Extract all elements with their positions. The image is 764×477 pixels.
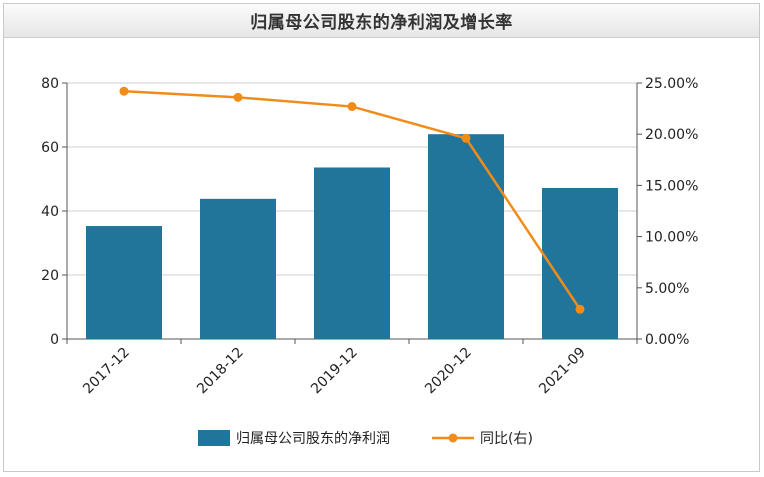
left-axis-tick-label: 0 [50, 332, 59, 348]
chart-title: 归属母公司股东的净利润及增长率 [250, 13, 513, 33]
bar [542, 187, 618, 339]
right-axis-tick-label: 10.00% [645, 230, 698, 246]
left-axis-tick-label: 40 [41, 204, 59, 220]
growth-point [233, 92, 243, 102]
legend-swatch-marker [448, 433, 458, 443]
growth-point [119, 86, 129, 96]
bar [200, 198, 276, 339]
right-axis-tick-label: 5.00% [645, 281, 689, 297]
left-axis-tick-label: 60 [41, 140, 59, 156]
left-axis-tick-label: 20 [41, 268, 59, 284]
bar [428, 134, 504, 339]
growth-point [461, 133, 471, 143]
right-axis-tick-label: 20.00% [645, 127, 698, 143]
x-axis-tick-label: 2018-12 [194, 345, 247, 398]
legend-swatch-bar [198, 430, 230, 446]
bar [314, 167, 390, 339]
growth-point [347, 102, 357, 112]
x-axis-tick-label: 2017-12 [80, 345, 133, 398]
bar [86, 226, 162, 339]
right-axis-tick-label: 0.00% [645, 332, 689, 348]
right-axis-tick-label: 25.00% [645, 76, 698, 92]
left-axis-tick-label: 80 [41, 76, 59, 92]
right-axis-tick-label: 15.00% [645, 178, 698, 194]
x-axis-tick-label: 2020-12 [422, 345, 475, 398]
chart-title-bar: 归属母公司股东的净利润及增长率 [4, 4, 759, 38]
x-axis-tick-label: 2021-09 [536, 345, 589, 398]
x-axis-tick-label: 2019-12 [308, 345, 361, 398]
legend-label-bar: 归属母公司股东的净利润 [236, 430, 390, 447]
legend-label-line: 同比(右) [480, 431, 533, 447]
growth-point [575, 304, 585, 314]
